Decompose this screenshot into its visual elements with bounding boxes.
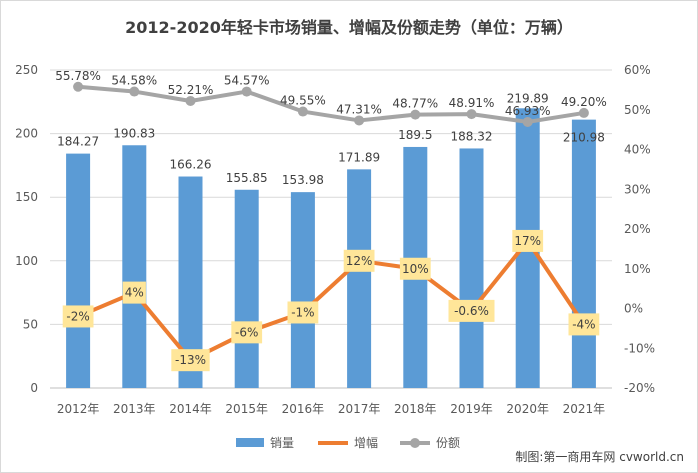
x-axis-tick-label: 2014年 bbox=[169, 402, 212, 416]
sales-data-label: 166.26 bbox=[170, 158, 212, 172]
share-point bbox=[129, 86, 140, 97]
y-axis-right-tick-label: -20% bbox=[624, 381, 655, 395]
y-axis-right-tick-label: 50% bbox=[624, 103, 651, 117]
sales-data-label: 210.98 bbox=[563, 131, 605, 145]
y-axis-right-tick-label: 30% bbox=[624, 182, 651, 196]
growth-label-box bbox=[448, 299, 495, 322]
share-point bbox=[73, 81, 84, 92]
growth-label-box bbox=[399, 257, 431, 280]
share-data-label: 55.78% bbox=[55, 69, 101, 83]
sales-bar bbox=[347, 169, 372, 388]
growth-label-box bbox=[343, 249, 375, 272]
share-point bbox=[354, 115, 365, 126]
share-data-label: 48.91% bbox=[449, 96, 495, 110]
sales-bar bbox=[290, 192, 315, 388]
growth-label-box bbox=[512, 229, 544, 252]
y-axis-right-tick-label: 0% bbox=[624, 302, 643, 316]
y-axis-left-tick-label: 50 bbox=[23, 317, 38, 331]
share-data-label: 46.93% bbox=[505, 104, 551, 118]
growth-data-label: -4% bbox=[572, 317, 595, 331]
share-point bbox=[241, 86, 252, 97]
share-point bbox=[185, 95, 196, 106]
share-line bbox=[76, 84, 586, 124]
sales-data-label: 219.89 bbox=[507, 91, 549, 105]
share-data-label: 48.77% bbox=[392, 97, 438, 111]
x-axis-tick-label: 2016年 bbox=[282, 402, 325, 416]
growth-label-box bbox=[122, 281, 146, 304]
growth-data-label: 12% bbox=[346, 254, 373, 268]
x-axis-tick-label: 2018年 bbox=[394, 402, 437, 416]
y-axis-right-tick-label: 10% bbox=[624, 262, 651, 276]
growth-data-label: 17% bbox=[514, 234, 541, 248]
growth-data-label: 10% bbox=[402, 262, 429, 276]
chart-title: 2012-2020年轻卡市场销量、增幅及份额走势（单位：万辆） bbox=[125, 18, 573, 37]
x-axis-tick-label: 2015年 bbox=[225, 402, 268, 416]
y-axis-right-tick-label: -10% bbox=[624, 341, 655, 355]
share-point bbox=[522, 116, 533, 127]
share-point bbox=[578, 107, 589, 118]
growth-label-box bbox=[62, 305, 94, 328]
share-data-label: 54.57% bbox=[224, 74, 270, 88]
legend-swatch-sales bbox=[236, 438, 264, 447]
x-axis-tick-label: 2021年 bbox=[563, 402, 606, 416]
legend-label-sales: 销量 bbox=[270, 436, 294, 450]
share-data-label: 47.31% bbox=[336, 102, 382, 116]
growth-line bbox=[76, 238, 586, 363]
growth-data-label: -13% bbox=[175, 353, 206, 367]
share-data-label: 49.55% bbox=[280, 94, 326, 108]
y-axis-left-tick-label: 100 bbox=[15, 254, 38, 268]
sales-data-label: 190.83 bbox=[113, 126, 155, 140]
growth-label-box bbox=[231, 321, 263, 344]
growth-label-box bbox=[568, 313, 600, 336]
y-axis-right-tick-label: 40% bbox=[624, 143, 651, 157]
growth-data-label: -6% bbox=[235, 325, 258, 339]
legend-label-growth: 增幅 bbox=[354, 435, 378, 450]
y-axis-right-tick-label: 60% bbox=[624, 63, 651, 77]
y-axis-left-tick-label: 0 bbox=[30, 381, 38, 395]
y-axis-left-tick-label: 150 bbox=[15, 190, 38, 204]
sales-bar bbox=[571, 119, 596, 389]
sales-data-label: 184.27 bbox=[57, 135, 99, 149]
share-data-label: 52.21% bbox=[168, 83, 214, 97]
chart-credit: 制图:第一商用车网 cvworld.cn bbox=[515, 450, 684, 464]
growth-label-box bbox=[171, 349, 210, 372]
growth-label-box bbox=[287, 301, 319, 324]
sales-bar bbox=[234, 189, 259, 388]
legend-marker-share bbox=[410, 438, 420, 448]
sales-bar bbox=[122, 145, 147, 388]
sales-bar bbox=[66, 153, 91, 388]
x-axis-tick-label: 2013年 bbox=[113, 402, 156, 416]
share-data-label: 49.20% bbox=[561, 95, 607, 109]
sales-data-label: 155.85 bbox=[226, 171, 268, 185]
sales-data-label: 153.98 bbox=[282, 173, 324, 187]
share-point bbox=[410, 109, 421, 120]
y-axis-left-tick-label: 200 bbox=[15, 127, 38, 141]
x-axis-tick-label: 2012年 bbox=[57, 402, 100, 416]
growth-data-label: 4% bbox=[125, 286, 144, 300]
growth-data-label: -1% bbox=[291, 305, 314, 319]
share-data-label: 54.58% bbox=[111, 74, 157, 88]
x-axis-tick-label: 2020年 bbox=[506, 402, 549, 416]
growth-data-label: -2% bbox=[66, 309, 89, 323]
sales-data-label: 189.5 bbox=[398, 128, 432, 142]
sales-data-label: 188.32 bbox=[451, 129, 493, 143]
share-point bbox=[466, 109, 477, 120]
y-axis-right-tick-label: 20% bbox=[624, 222, 651, 236]
y-axis-left-tick-label: 250 bbox=[15, 63, 38, 77]
x-axis-tick-label: 2017年 bbox=[338, 402, 381, 416]
sales-data-label: 171.89 bbox=[338, 150, 380, 164]
legend-label-share: 份额 bbox=[436, 436, 460, 450]
growth-data-label: -0.6% bbox=[454, 304, 489, 318]
share-point bbox=[297, 106, 308, 117]
sales-bar bbox=[459, 148, 484, 388]
x-axis-tick-label: 2019年 bbox=[450, 402, 493, 416]
